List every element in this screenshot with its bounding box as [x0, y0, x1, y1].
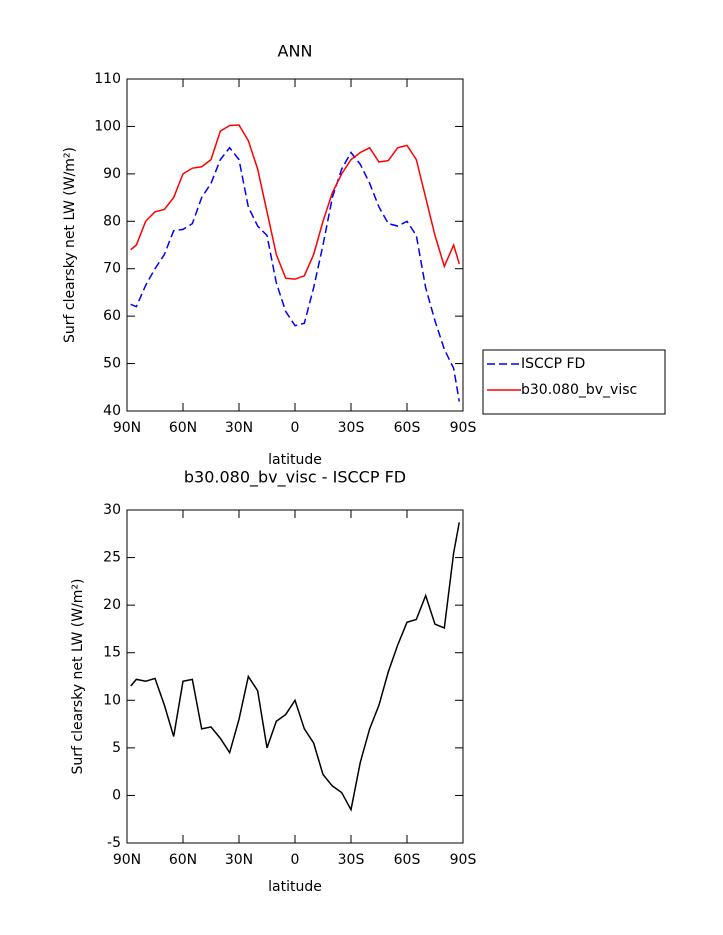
- y-tick-label: 110: [94, 71, 121, 87]
- x-tick-label: 60N: [169, 852, 197, 868]
- y-axis-label: Surf clearsky net LW (W/m²): [62, 147, 78, 343]
- y-tick-label: 5: [112, 740, 121, 756]
- y-tick-label: 15: [103, 645, 121, 661]
- y-tick-label: 70: [103, 261, 121, 277]
- y-tick-label: 25: [103, 550, 121, 566]
- x-tick-label: 90N: [113, 852, 141, 868]
- x-axis-label: latitude: [268, 879, 322, 895]
- legend-label: ISCCP FD: [521, 356, 585, 372]
- x-axis-label: latitude: [268, 452, 322, 468]
- plot-frame: [126, 509, 464, 844]
- y-tick-label: 30: [103, 502, 121, 518]
- plot-frame: [126, 78, 464, 412]
- x-tick-label: 90S: [450, 852, 477, 868]
- y-tick-label: 0: [112, 787, 121, 803]
- x-tick-label: 30S: [338, 420, 365, 436]
- x-tick-label: 30N: [225, 852, 253, 868]
- x-tick-label: 90N: [113, 420, 141, 436]
- y-tick-label: 10: [103, 692, 121, 708]
- y-tick-label: 90: [103, 166, 121, 182]
- x-tick-label: 0: [291, 420, 300, 436]
- chart-title: ANN: [278, 42, 313, 61]
- y-axis-label: Surf clearsky net LW (W/m²): [70, 578, 86, 774]
- y-tick-label: 20: [103, 597, 121, 613]
- x-tick-label: 60S: [394, 852, 421, 868]
- y-tick-label: 80: [103, 213, 121, 229]
- y-tick-label: 100: [94, 118, 121, 134]
- y-tick-label: 50: [103, 356, 121, 372]
- x-tick-label: 60S: [394, 420, 421, 436]
- x-tick-label: 30S: [338, 852, 365, 868]
- x-tick-label: 0: [291, 852, 300, 868]
- data-line: [130, 146, 461, 402]
- y-tick-label: 60: [103, 308, 121, 324]
- legend: ISCCP FD b30.080_bv_visc: [482, 349, 666, 415]
- x-tick-label: 60N: [169, 420, 197, 436]
- legend-label: b30.080_bv_visc: [521, 382, 637, 398]
- data-line: [130, 522, 461, 812]
- y-tick-label: -5: [107, 835, 121, 851]
- y-tick-label: 40: [103, 403, 121, 419]
- x-tick-label: 30N: [225, 420, 253, 436]
- x-tick-label: 90S: [450, 420, 477, 436]
- data-line: [130, 124, 460, 280]
- chart-title: b30.080_bv_visc - ISCCP FD: [184, 468, 406, 488]
- legend-box: [482, 349, 666, 415]
